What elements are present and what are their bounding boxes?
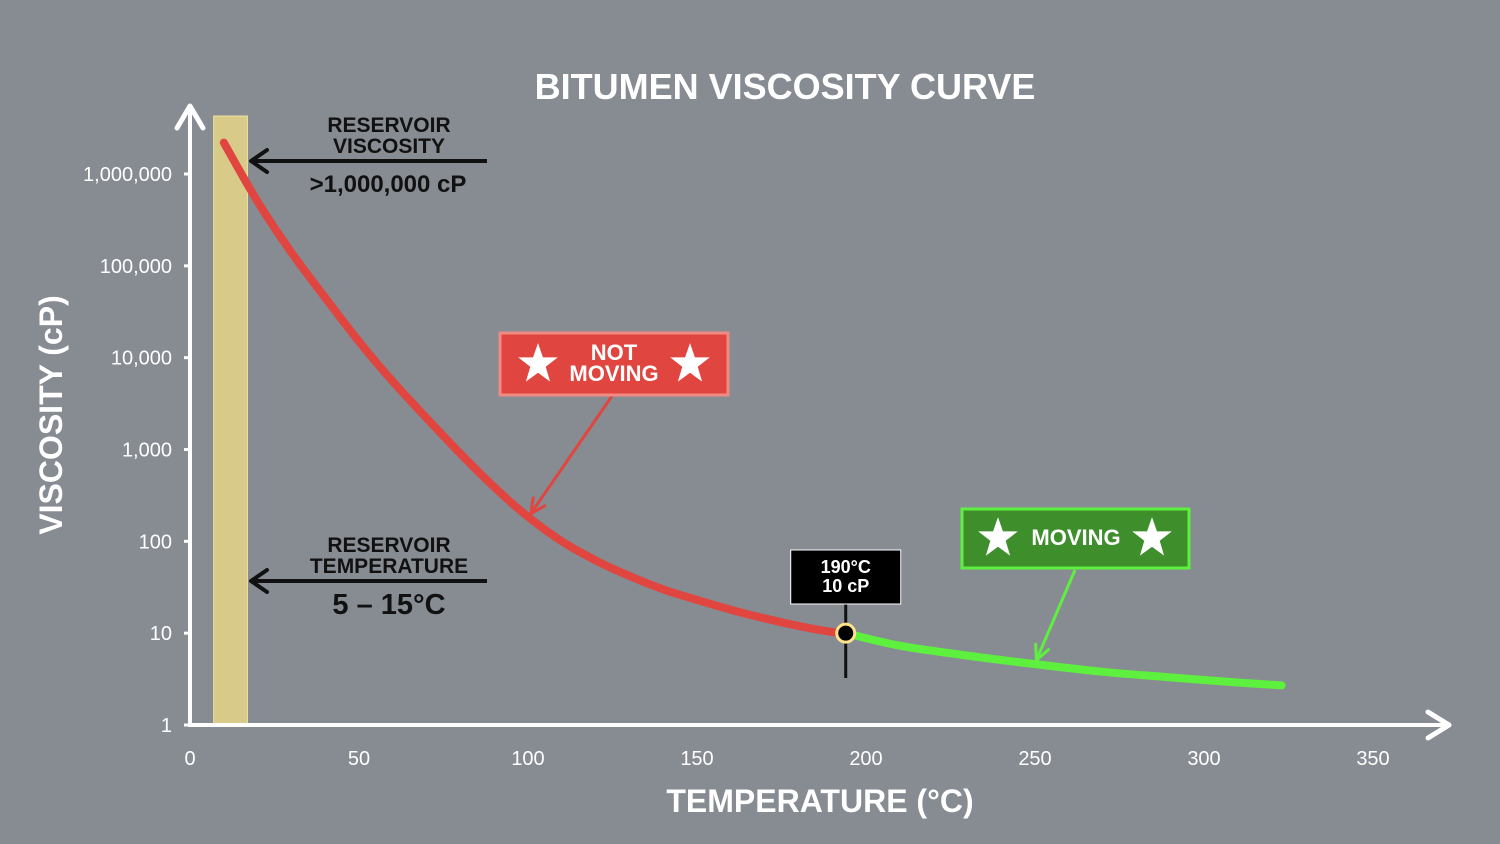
x-axis-arrow-icon xyxy=(1425,709,1452,741)
marker-label-box xyxy=(790,549,902,605)
not-moving-label-2: MOVING xyxy=(569,361,658,386)
x-tick-label: 50 xyxy=(348,748,370,770)
marker-label-viscosity: 10 cP xyxy=(822,576,869,596)
series-not-moving-line xyxy=(219,138,850,638)
x-tick-label: 0 xyxy=(184,748,195,770)
reservoir-viscosity-label-2: VISCOSITY xyxy=(333,135,445,158)
y-tick-label: 1,000,000 xyxy=(83,164,172,186)
transition-point xyxy=(835,622,857,644)
reservoir-temperature-value: 5 – 15°C xyxy=(332,589,445,621)
moving-pointer-line xyxy=(1035,569,1077,661)
moving-box xyxy=(960,507,1191,570)
y-tick-label: 100,000 xyxy=(100,256,172,278)
reservoir-viscosity-annotation: RESERVOIR VISCOSITY >1,000,000 cP xyxy=(249,114,487,198)
x-tick-label: 250 xyxy=(1018,748,1051,770)
reservoir-viscosity-arrow-icon xyxy=(249,148,269,174)
reservoir-temperature-label-1: RESERVOIR xyxy=(327,534,450,557)
chart-title: BITUMEN VISCOSITY CURVE xyxy=(535,66,1036,107)
transition-marker: 190°C 10 cP xyxy=(790,549,902,678)
y-axis-arrow-icon xyxy=(174,103,206,131)
series-moving-line xyxy=(841,629,1286,690)
x-tick-label: 350 xyxy=(1356,748,1389,770)
x-tick-label: 300 xyxy=(1187,748,1220,770)
reservoir-temperature-band xyxy=(213,115,248,726)
y-axis-ticks: 1 10 100 1,000 10,000 100,000 1,000,000 xyxy=(83,164,190,737)
reservoir-viscosity-label-1: RESERVOIR xyxy=(327,114,450,137)
moving-arrow-icon xyxy=(1034,642,1050,662)
reservoir-viscosity-value: >1,000,000 cP xyxy=(310,171,467,198)
not-moving-callout: NOT MOVING xyxy=(498,331,730,516)
x-tick-label: 150 xyxy=(680,748,713,770)
y-tick-label: 10,000 xyxy=(111,348,172,370)
reservoir-temperature-label-2: TEMPERATURE xyxy=(310,555,468,578)
moving-callout: MOVING xyxy=(960,507,1191,662)
x-axis-ticks: 0 50 100 150 200 250 300 350 xyxy=(184,748,1389,770)
y-tick-label: 10 xyxy=(150,623,172,645)
x-tick-label: 200 xyxy=(849,748,882,770)
y-axis-title: VISCOSITY (cP) xyxy=(33,295,69,534)
x-tick-label: 100 xyxy=(511,748,544,770)
not-moving-label-1: NOT xyxy=(591,340,638,365)
not-moving-arrow-icon xyxy=(529,496,547,516)
y-tick-label: 1 xyxy=(161,715,172,737)
reservoir-temperature-arrow-icon xyxy=(249,568,269,594)
x-axis-title: TEMPERATURE (°C) xyxy=(666,783,973,819)
moving-label: MOVING xyxy=(1031,525,1120,550)
not-moving-pointer-line xyxy=(529,395,614,515)
marker-label-temperature: 190°C xyxy=(821,557,871,577)
y-tick-label: 100 xyxy=(139,531,172,553)
y-tick-label: 1,000 xyxy=(122,440,172,462)
reservoir-temperature-annotation: RESERVOIR TEMPERATURE 5 – 15°C xyxy=(249,534,487,621)
